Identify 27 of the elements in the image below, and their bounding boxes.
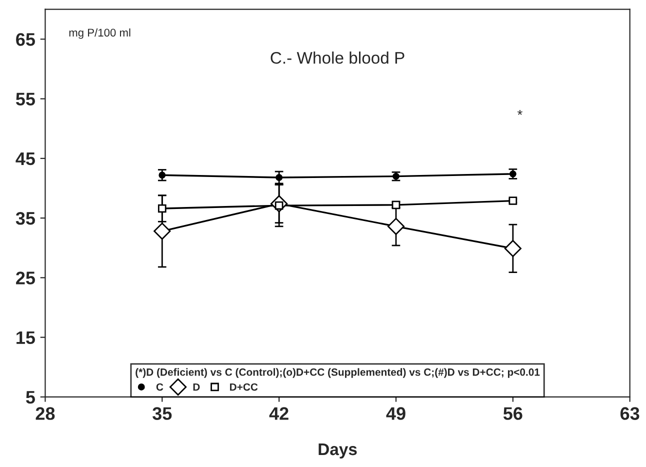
annotation: * [517, 110, 522, 115]
point [158, 172, 166, 179]
y-tick-label: 5 [26, 391, 35, 404]
legend-label: C [156, 383, 164, 391]
point [158, 204, 166, 213]
x-axis-title: Days [318, 444, 357, 458]
legend-label: D [193, 383, 200, 391]
y-tick-label: 15 [16, 331, 35, 344]
x-tick-label: 42 [269, 407, 288, 420]
x-tick-label: 28 [36, 407, 55, 420]
legend-title: (*)D (Deficient) vs C (Control);(o)D+CC (Supplemented) vs C;(#)D vs D+CC; p<0.01 [136, 368, 540, 378]
point [154, 222, 171, 240]
x-tick-label: 63 [620, 407, 640, 420]
x-tick-label: 35 [152, 407, 172, 420]
point [504, 240, 522, 258]
point [387, 218, 405, 235]
x-tick-label: 49 [386, 407, 406, 420]
y-tick-label: 25 [16, 272, 35, 284]
text: C.- Whole blood P [270, 52, 404, 64]
y-tick-label: 35 [16, 212, 35, 225]
point [276, 174, 283, 181]
y-tick-label: 45 [16, 152, 35, 166]
y-axis-title: mg P/100 ml [69, 28, 130, 39]
y-tick-label: 55 [16, 92, 35, 106]
legend-label: D+CC [230, 383, 258, 391]
x-tick-label: 56 [503, 407, 522, 420]
y-tick-label: 65 [16, 33, 35, 46]
